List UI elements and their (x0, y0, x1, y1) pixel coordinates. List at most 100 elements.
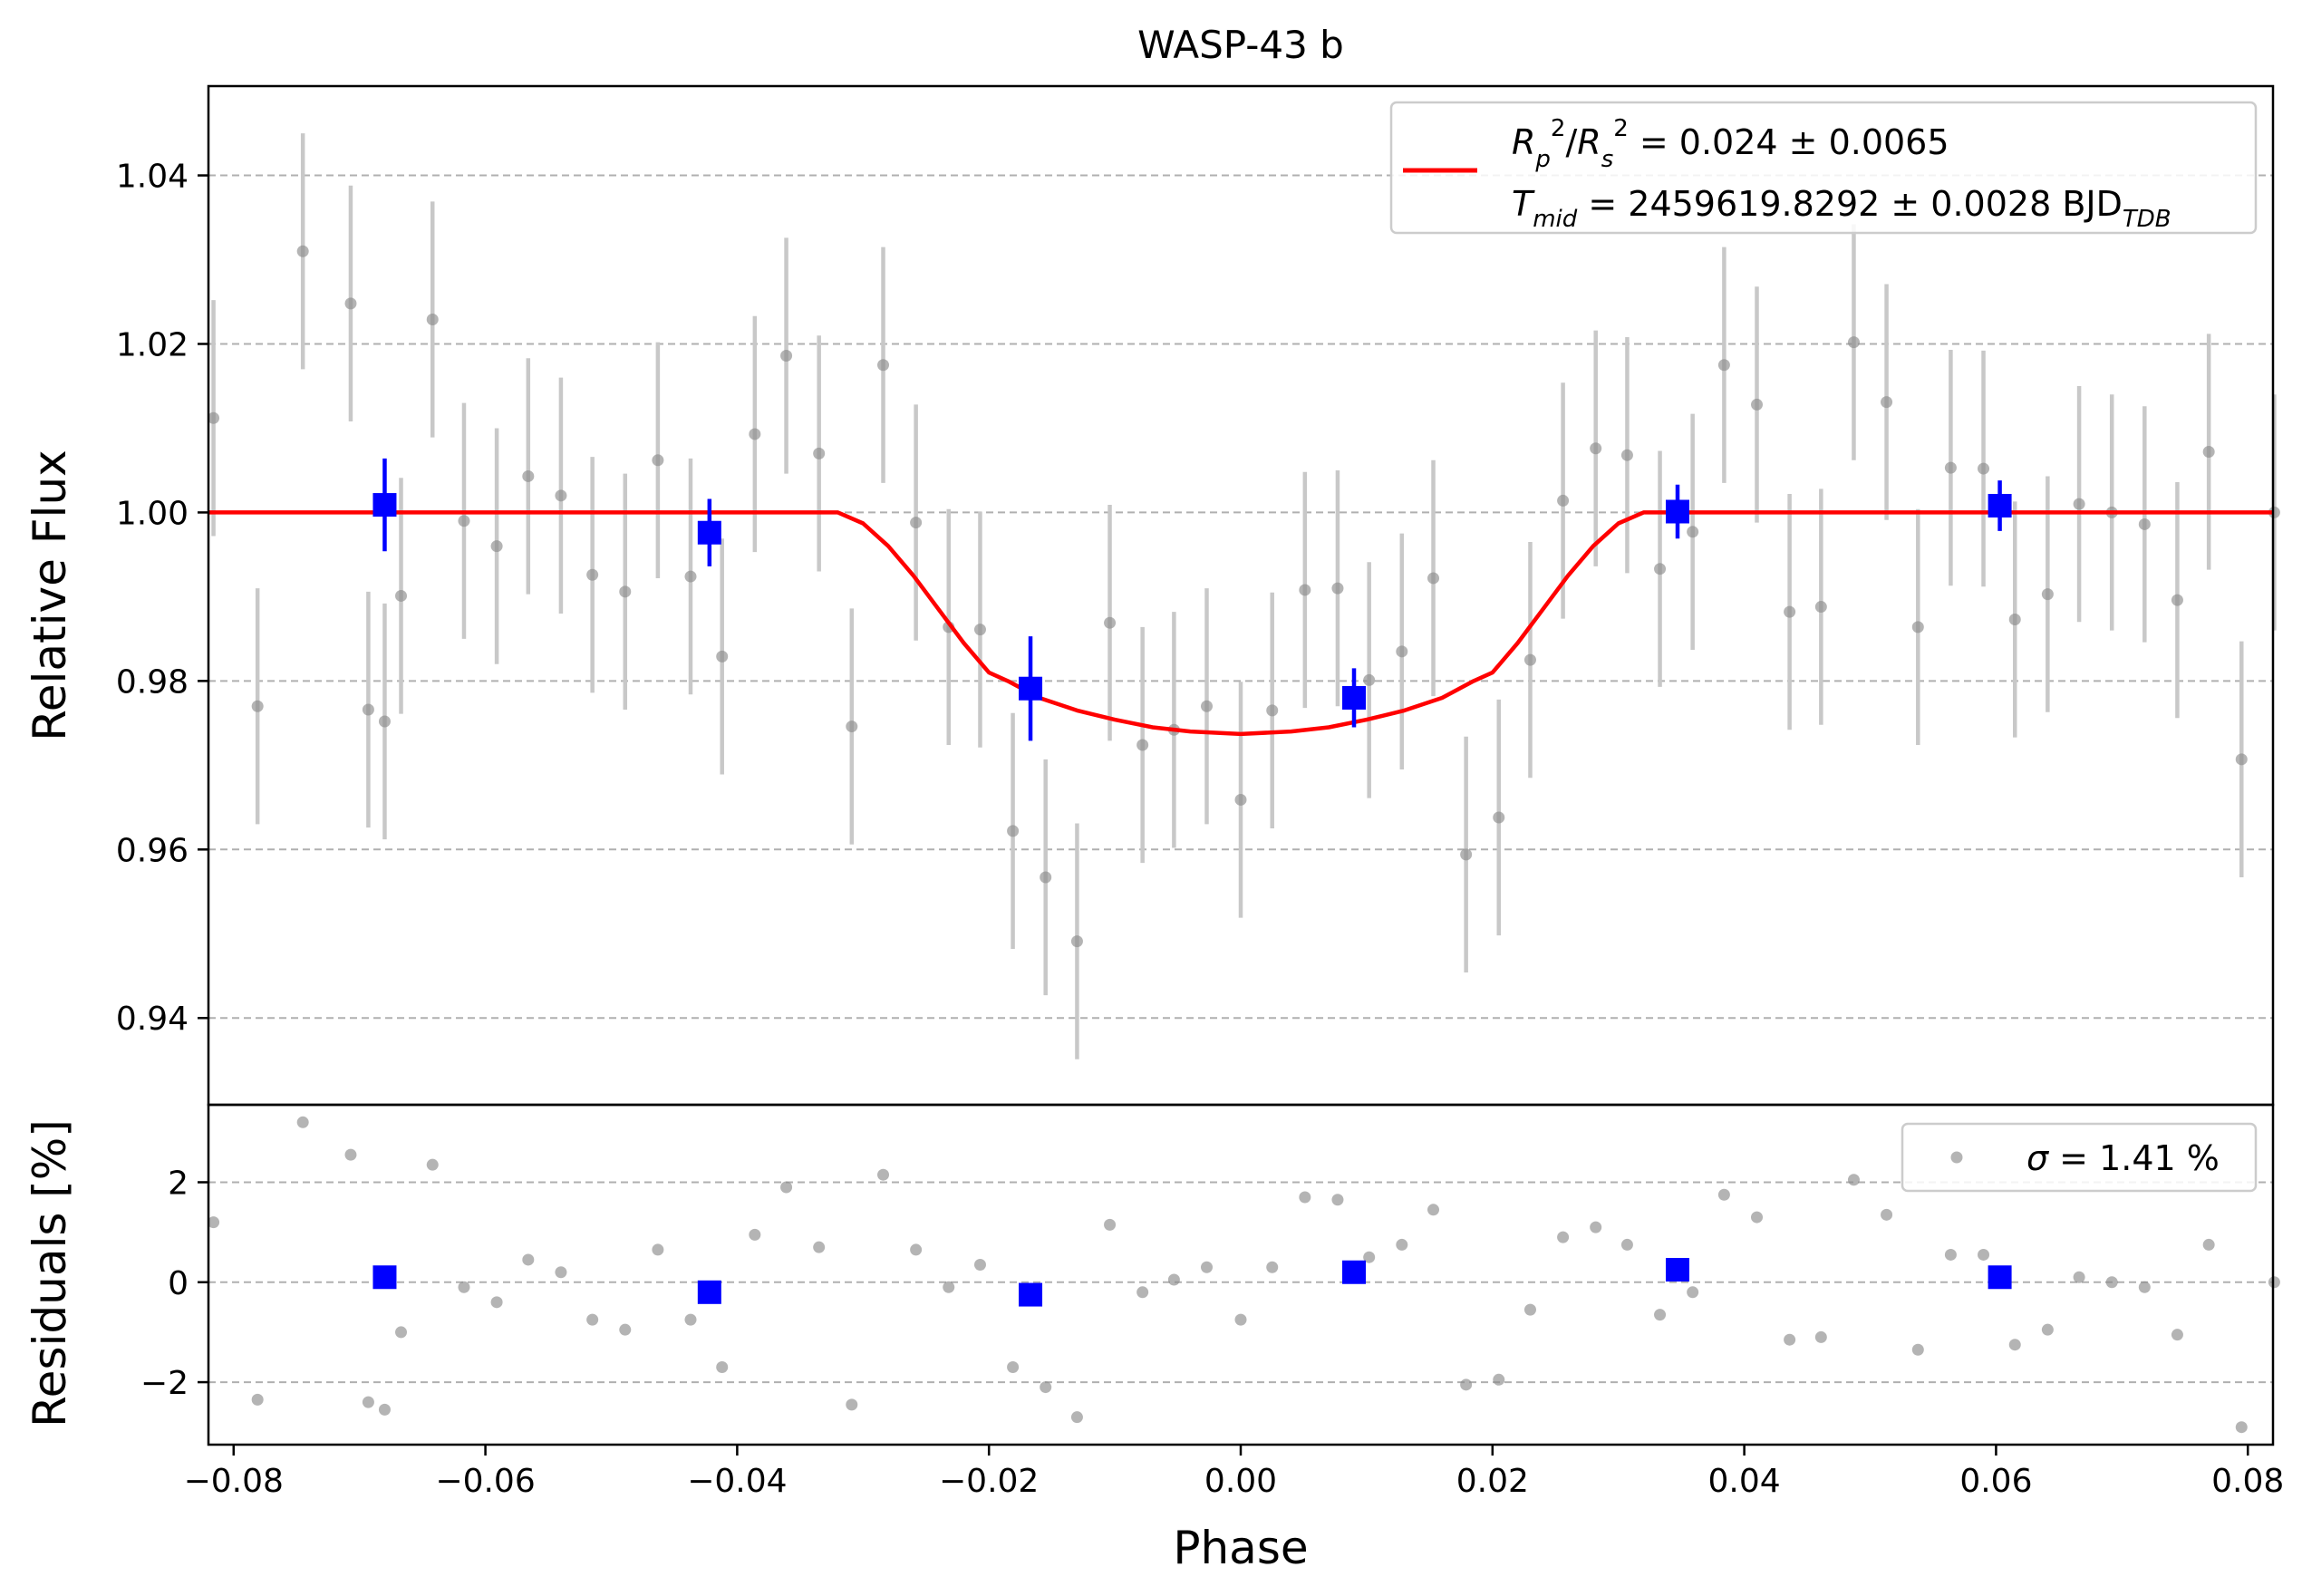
transit-model (208, 510, 2273, 737)
residual-point (426, 1158, 439, 1171)
residual-point (555, 1266, 567, 1279)
residual-point (1427, 1204, 1440, 1216)
residual-point (716, 1361, 729, 1374)
residual-point (1523, 1303, 1536, 1316)
residual-point (1654, 1309, 1667, 1321)
residual-legend-box (1901, 1122, 2258, 1193)
residual-y-tick-label: 0 (168, 1265, 189, 1302)
model-curve (208, 510, 2273, 737)
main-y-tick-label: 0.94 (116, 1001, 189, 1038)
residual-point (1460, 1378, 1473, 1391)
residual-y-axis-label: Residuals [%] (24, 1119, 76, 1427)
residual-point (378, 1403, 391, 1416)
data-point (1654, 563, 1667, 576)
data-point (2268, 506, 2280, 518)
residual-point (2008, 1339, 2021, 1351)
residual-y-tick-label: −2 (140, 1365, 189, 1402)
data-point (910, 517, 923, 529)
binned-point (1988, 493, 2012, 517)
data-point (490, 540, 503, 553)
residual-point (458, 1281, 470, 1293)
residual-point (1104, 1218, 1117, 1231)
residual-point (1331, 1194, 1344, 1206)
residual-point (1070, 1411, 1083, 1424)
residual-point (1557, 1231, 1570, 1243)
data-point (1104, 616, 1117, 629)
residual-point (2171, 1329, 2183, 1341)
residual-point (1590, 1221, 1602, 1233)
residual-point (2105, 1276, 2118, 1289)
data-point (1911, 621, 1924, 634)
residual-point (684, 1313, 697, 1326)
residual-point (1007, 1361, 1020, 1374)
residual-y-tick-label: 2 (168, 1165, 189, 1202)
data-point (1717, 359, 1730, 372)
residual-binned-point (1988, 1265, 2012, 1290)
residual-point (2202, 1238, 2215, 1251)
x-tick-label: 0.00 (1204, 1463, 1277, 1500)
data-point (1200, 700, 1213, 712)
binned-point (1342, 685, 1367, 710)
residual-point (1944, 1248, 1957, 1261)
data-point (877, 359, 890, 372)
residual-point (344, 1148, 357, 1161)
residual-point (1266, 1261, 1279, 1273)
main-y-tick-label: 1.00 (116, 495, 189, 532)
residual-point (1847, 1174, 1860, 1186)
residual-point (1881, 1208, 1893, 1221)
residual-point (1751, 1211, 1763, 1224)
data-point (426, 314, 439, 326)
residual-point (296, 1116, 309, 1128)
data-point (1363, 673, 1376, 686)
data-point (1266, 704, 1279, 717)
residual-binned-point (697, 1280, 721, 1304)
residual-point (1363, 1251, 1376, 1263)
residual-point (1978, 1248, 1990, 1261)
data-point (1847, 336, 1860, 349)
residual-point (1814, 1330, 1827, 1343)
residual-point (2138, 1281, 2151, 1293)
main-y-tick-label: 1.02 (116, 326, 189, 363)
residual-point (973, 1258, 986, 1271)
x-tick-label: −0.08 (184, 1463, 284, 1500)
data-point (813, 447, 826, 459)
data-point (362, 703, 374, 716)
x-tick-label: 0.02 (1456, 1463, 1529, 1500)
residual-point (395, 1326, 408, 1339)
main-y-tick-label: 0.98 (116, 663, 189, 701)
main-y-ticks: 0.94 0.96 0.98 1.00 1.02 1.04 (116, 159, 208, 1038)
data-point (1234, 793, 1247, 806)
data-point (2041, 588, 2054, 601)
residual-point (780, 1181, 793, 1194)
data-point (296, 245, 309, 257)
residual-point (2041, 1323, 2054, 1336)
binned-point (697, 520, 721, 545)
residual-point (1396, 1238, 1408, 1251)
data-point (1136, 739, 1149, 751)
residual-point (1200, 1261, 1213, 1273)
data-point (780, 350, 793, 363)
data-point (1687, 526, 1699, 538)
residual-point (910, 1243, 923, 1256)
x-tick-label: −0.02 (939, 1463, 1039, 1500)
data-point (684, 570, 697, 583)
data-point (1881, 396, 1893, 409)
legend-residual-swatch (1950, 1151, 1963, 1164)
residual-point (943, 1281, 955, 1293)
data-point (1299, 584, 1311, 596)
data-point (716, 650, 729, 663)
data-point (1070, 935, 1083, 948)
residual-point (586, 1313, 599, 1326)
residual-binned-point (1342, 1260, 1367, 1284)
data-point (1978, 462, 1990, 475)
residual-point (749, 1228, 761, 1241)
residual-point (1040, 1381, 1052, 1394)
data-point (395, 589, 408, 602)
residual-point (2235, 1421, 2248, 1434)
data-point (378, 715, 391, 728)
data-point (1590, 442, 1602, 455)
data-point (652, 454, 664, 467)
residual-point (490, 1296, 503, 1309)
residual-binned-point (372, 1265, 397, 1290)
